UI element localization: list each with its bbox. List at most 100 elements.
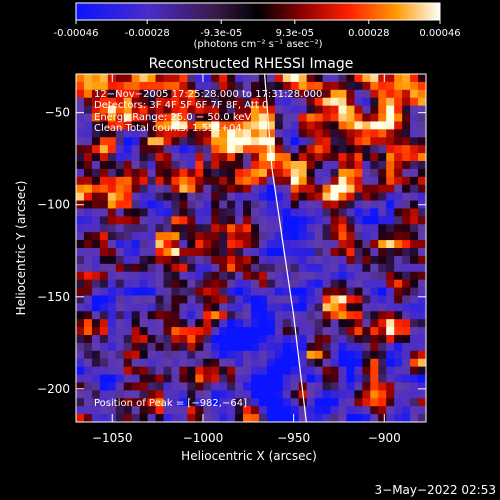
heatmap-cell (107, 129, 117, 138)
heatmap-cell (330, 390, 340, 399)
heatmap-cell (314, 74, 324, 83)
heatmap-cell (139, 192, 149, 202)
heatmap-cell (163, 342, 173, 352)
heatmap-cell (386, 271, 395, 281)
heatmap-cell (330, 176, 340, 186)
heatmap-cell (410, 168, 419, 178)
heatmap-cell (410, 74, 419, 83)
heatmap-cell (83, 263, 93, 273)
heatmap-cell (211, 74, 220, 83)
heatmap-cell (370, 113, 379, 123)
heatmap-cell (163, 319, 173, 328)
heatmap-cell (402, 145, 411, 154)
heatmap-cell (131, 327, 141, 336)
heatmap-cell (258, 129, 268, 138)
heatmap-cell (402, 153, 411, 162)
heatmap-cell (282, 327, 292, 336)
heatmap-cell (107, 240, 117, 249)
heatmap-cell (290, 232, 300, 241)
heatmap-cell (195, 89, 204, 99)
heatmap-cell (346, 232, 355, 241)
heatmap-cell (322, 232, 332, 241)
heatmap-cell (115, 382, 125, 391)
heatmap-cell (394, 279, 403, 289)
heatmap-cell (147, 240, 157, 249)
heatmap-cell (235, 350, 244, 360)
heatmap-cell (115, 295, 125, 304)
heatmap-cell (346, 97, 355, 107)
heatmap-cell (362, 184, 371, 194)
heatmap-cell (370, 240, 379, 249)
heatmap-cell (338, 240, 348, 249)
heatmap-cell (298, 137, 308, 146)
heatmap-cell (282, 271, 292, 281)
heatmap-cell (298, 208, 308, 217)
heatmap-cell (99, 129, 109, 138)
heatmap-cell (131, 350, 141, 360)
heatmap-cell (298, 327, 308, 336)
heatmap-cell (402, 374, 411, 384)
heatmap-cell (346, 255, 355, 265)
heatmap-cell (306, 271, 316, 281)
heatmap-cell (243, 129, 252, 138)
heatmap-cell (306, 255, 316, 265)
heatmap-cell (147, 105, 157, 115)
heatmap-cell (290, 374, 300, 384)
heatmap-cell (227, 184, 236, 194)
heatmap-cell (163, 216, 173, 225)
heatmap-cell (258, 105, 268, 115)
heatmap-cell (163, 374, 173, 384)
heatmap-cell (378, 208, 387, 217)
heatmap-cell (386, 192, 395, 202)
heatmap-cell (227, 255, 236, 265)
heatmap-cell (346, 327, 355, 336)
heatmap-cell (187, 129, 196, 138)
heatmap-cell (219, 279, 228, 289)
heatmap-cell (163, 176, 173, 186)
heatmap-cell (266, 113, 276, 123)
heatmap-cell (131, 319, 141, 328)
heatmap-cell (370, 105, 379, 115)
heatmap-cell (338, 184, 348, 194)
heatmap-cell (354, 271, 363, 281)
heatmap-cell (91, 184, 101, 194)
heatmap-cell (91, 161, 101, 170)
heatmap-cell (354, 208, 363, 217)
heatmap-cell (362, 248, 371, 257)
heatmap-cell (322, 319, 332, 328)
heatmap-cell (179, 184, 188, 194)
heatmap-cell (298, 176, 308, 186)
heatmap-cell (322, 374, 332, 384)
heatmap-cell (83, 374, 93, 384)
heatmap-cell (362, 208, 371, 217)
heatmap-cell (131, 279, 141, 289)
heatmap-cell (147, 89, 157, 99)
heatmap-cell (282, 113, 292, 123)
heatmap-cell (354, 382, 363, 391)
heatmap-cell (338, 248, 348, 257)
heatmap-cell (131, 192, 141, 202)
heatmap-cell (139, 74, 149, 83)
heatmap-cell (290, 335, 300, 344)
heatmap-cell (346, 263, 355, 273)
heatmap-cell (322, 240, 332, 249)
heatmap-cell (314, 398, 324, 407)
heatmap-cell (354, 398, 363, 407)
heatmap-cell (76, 168, 85, 178)
heatmap-cell (227, 89, 236, 99)
heatmap-cell (99, 374, 109, 384)
heatmap-cell (410, 279, 419, 289)
heatmap-cell (195, 335, 204, 344)
heatmap-cell (370, 414, 379, 422)
heatmap-cell (306, 216, 316, 225)
heatmap-cell (322, 342, 332, 352)
heatmap-cell (155, 192, 165, 202)
heatmap-cell (354, 145, 363, 154)
heatmap-cell (107, 248, 117, 257)
heatmap-cell (76, 176, 85, 186)
heatmap-cell (274, 200, 284, 210)
heatmap-cell (131, 374, 141, 384)
heatmap-cell (402, 97, 411, 107)
heatmap-cell (402, 303, 411, 312)
heatmap-cell (290, 224, 300, 233)
